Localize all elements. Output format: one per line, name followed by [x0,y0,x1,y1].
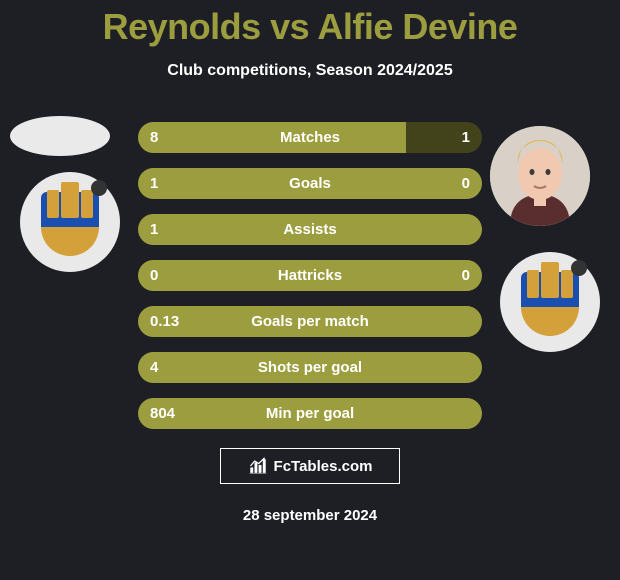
stat-label: Assists [138,214,482,245]
club-badge-right [500,252,600,352]
watermark: FcTables.com [220,448,400,484]
player-face-icon [490,126,590,226]
stat-bar: 1Assists [138,214,482,245]
stat-label: Shots per goal [138,352,482,383]
stat-value-right: 0 [462,168,470,199]
stat-value-right: 1 [462,122,470,153]
stat-value-right: 0 [462,260,470,291]
stat-label: Goals [138,168,482,199]
player-left-avatar [10,116,110,156]
stat-bar: 8Matches1 [138,122,482,153]
watermark-text: FcTables.com [274,458,373,475]
season-subtitle: Club competitions, Season 2024/2025 [0,62,620,80]
player-right-avatar [490,126,590,226]
stat-bar: 4Shots per goal [138,352,482,383]
stat-bar: 0.13Goals per match [138,306,482,337]
club-badge-left [20,172,120,272]
club-crest-icon [515,262,585,342]
date-label: 28 september 2024 [243,507,377,524]
stat-label: Min per goal [138,398,482,429]
stat-bar: 1Goals0 [138,168,482,199]
chart-icon [248,456,268,476]
stats-bars: 8Matches11Goals01Assists0Hattricks00.13G… [138,122,482,444]
stat-label: Hattricks [138,260,482,291]
stat-label: Matches [138,122,482,153]
stat-bar: 0Hattricks0 [138,260,482,291]
comparison-title: Reynolds vs Alfie Devine [0,0,620,48]
club-crest-icon [35,182,105,262]
stat-bar: 804Min per goal [138,398,482,429]
stat-label: Goals per match [138,306,482,337]
